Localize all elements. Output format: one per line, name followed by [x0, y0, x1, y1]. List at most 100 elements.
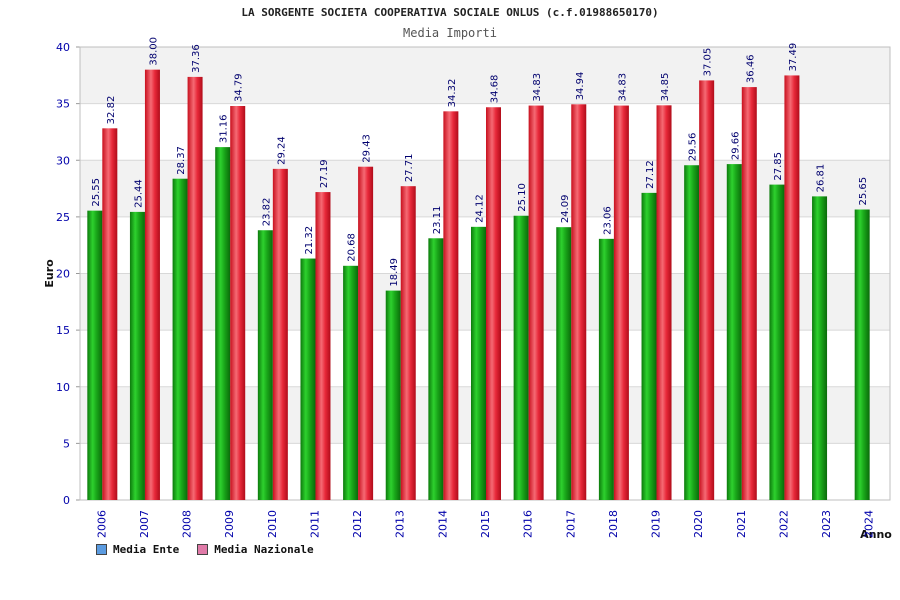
value-label-nazionale: 32.82	[106, 96, 117, 125]
y-tick-label: 40	[56, 41, 70, 54]
value-label-nazionale: 37.49	[788, 43, 799, 72]
x-tick-label: 2007	[138, 510, 151, 538]
value-label-ente: 23.82	[261, 198, 272, 227]
x-tick-label: 2017	[564, 510, 577, 538]
x-tick-label: 2010	[266, 510, 279, 538]
bar-ente	[215, 147, 231, 500]
value-label-nazionale: 27.71	[404, 154, 415, 183]
value-label-ente: 24.09	[560, 195, 571, 224]
bar-nazionale	[144, 69, 160, 501]
value-label-ente: 18.49	[389, 258, 400, 287]
value-label-nazionale: 34.94	[575, 72, 586, 101]
value-label-nazionale: 29.24	[276, 136, 287, 165]
x-tick-label: 2023	[820, 510, 833, 538]
value-label-nazionale: 36.46	[745, 54, 756, 83]
value-label-nazionale: 34.83	[532, 73, 543, 102]
value-label-ente: 20.68	[347, 233, 358, 262]
bar-ente	[812, 196, 828, 500]
x-tick-label: 2015	[479, 510, 492, 538]
value-label-ente: 25.10	[517, 183, 528, 212]
value-label-ente: 29.66	[730, 131, 741, 160]
x-tick-label: 2018	[607, 510, 620, 538]
bar-ente	[556, 227, 572, 500]
bar-ente	[513, 215, 529, 500]
bar-nazionale	[486, 107, 501, 501]
x-tick-label: 2008	[181, 510, 194, 538]
bar-ente	[684, 165, 700, 500]
value-label-ente: 31.16	[219, 114, 230, 143]
x-tick-label: 2022	[777, 510, 790, 538]
bar-ente	[343, 265, 359, 500]
value-label-nazionale: 37.36	[191, 44, 202, 73]
x-tick-label: 2014	[436, 510, 449, 538]
legend-item-ente: Media Ente	[96, 543, 179, 556]
bar-ente	[641, 192, 657, 500]
x-tick-label: 2016	[522, 510, 535, 538]
bar-ente	[726, 164, 742, 500]
chart-title: LA SORGENTE SOCIETA COOPERATIVA SOCIALE …	[241, 6, 659, 19]
x-tick-label: 2009	[223, 510, 236, 538]
bar-ente	[385, 290, 401, 500]
legend: Media Ente Media Nazionale	[96, 543, 314, 556]
x-tick-label: 2012	[351, 510, 364, 538]
value-label-nazionale: 34.79	[234, 73, 245, 102]
x-tick-label: 2006	[95, 510, 108, 538]
value-label-nazionale: 38.00	[148, 37, 159, 66]
bar-nazionale	[613, 105, 629, 501]
y-tick-label: 30	[56, 154, 70, 167]
bar-nazionale	[656, 105, 672, 500]
y-tick-label: 15	[56, 324, 70, 337]
value-label-nazionale: 34.32	[447, 79, 458, 108]
legend-label-nazionale: Media Nazionale	[214, 543, 314, 556]
bar-nazionale	[315, 192, 331, 501]
x-axis-label: Anno	[860, 528, 892, 541]
bar-ente	[854, 209, 870, 501]
value-label-ente: 28.37	[176, 146, 187, 175]
bar-ente	[769, 184, 785, 500]
x-tick-label: 2019	[650, 510, 663, 538]
bar-nazionale	[443, 111, 459, 501]
y-axis-label: Euro	[43, 259, 56, 288]
value-label-nazionale: 37.05	[703, 48, 714, 77]
value-label-ente: 21.32	[304, 226, 315, 255]
bar-nazionale	[272, 168, 288, 500]
y-tick-label: 20	[56, 268, 70, 281]
legend-swatch-ente	[96, 544, 107, 555]
value-label-nazionale: 34.83	[617, 73, 628, 102]
bar-ente	[87, 210, 103, 501]
value-label-ente: 23.06	[602, 206, 613, 235]
bar-nazionale	[784, 75, 800, 500]
bar-nazionale	[699, 80, 715, 500]
value-label-ente: 29.56	[688, 133, 699, 162]
x-tick-label: 2024	[863, 510, 876, 538]
value-label-ente: 27.12	[645, 160, 656, 189]
x-tick-label: 2013	[394, 510, 407, 538]
bar-ente	[257, 230, 273, 500]
bar-ente	[471, 226, 486, 500]
value-label-nazionale: 29.43	[362, 134, 373, 163]
bar-nazionale	[571, 104, 587, 500]
x-tick-label: 2011	[308, 510, 321, 538]
chart-subtitle: Media Importi	[403, 26, 497, 40]
bar-nazionale	[741, 87, 757, 500]
value-label-ente: 25.44	[133, 179, 144, 208]
legend-label-ente: Media Ente	[113, 543, 180, 556]
y-tick-label: 10	[56, 381, 70, 394]
bar-nazionale	[187, 76, 203, 500]
value-label-ente: 25.65	[858, 177, 869, 206]
value-label-nazionale: 27.19	[319, 159, 330, 188]
bar-nazionale	[230, 106, 246, 501]
y-tick-label: 25	[56, 211, 70, 224]
y-tick-label: 35	[56, 98, 70, 111]
y-tick-label: 0	[63, 494, 70, 507]
value-label-ente: 24.12	[475, 194, 486, 223]
value-label-ente: 23.11	[432, 206, 443, 235]
bar-nazionale	[102, 128, 118, 500]
bar-ente	[598, 238, 614, 500]
value-label-ente: 25.55	[91, 178, 102, 207]
x-tick-label: 2021	[735, 510, 748, 538]
y-tick-label: 5	[63, 437, 70, 450]
legend-item-nazionale: Media Nazionale	[197, 543, 314, 556]
value-label-ente: 27.85	[773, 152, 784, 181]
